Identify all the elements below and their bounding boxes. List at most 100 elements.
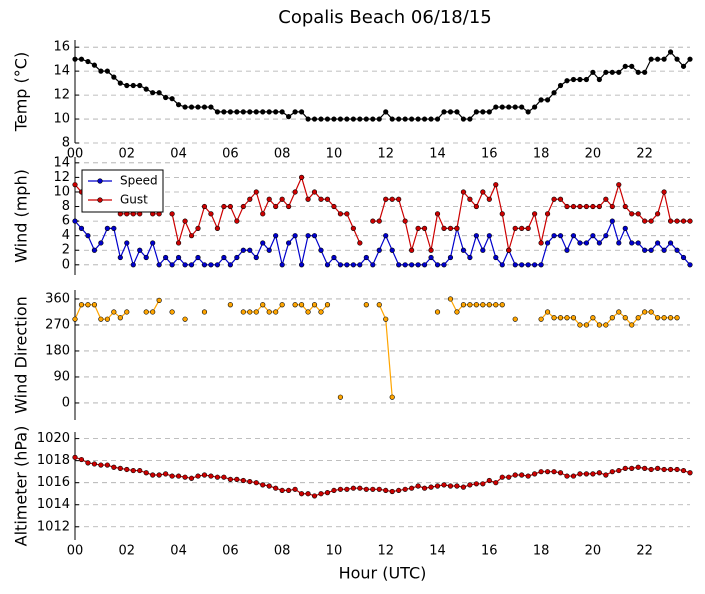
data-point	[577, 76, 583, 83]
data-point	[357, 240, 363, 246]
data-point	[629, 211, 635, 217]
data-point	[175, 102, 182, 108]
data-point	[350, 116, 356, 122]
data-point	[583, 203, 590, 210]
data-point	[428, 254, 434, 261]
x-tick-label: 16	[481, 147, 498, 162]
data-point	[687, 470, 693, 476]
data-point	[305, 491, 311, 497]
data-point	[609, 218, 615, 224]
data-point	[506, 104, 512, 110]
data-point	[525, 262, 531, 268]
data-point	[629, 322, 635, 328]
data-point	[486, 196, 492, 202]
data-point	[648, 218, 654, 224]
data-point	[350, 225, 356, 231]
data-point	[590, 203, 596, 210]
y-tick-label: 12	[53, 170, 70, 185]
data-point	[370, 486, 376, 492]
data-point	[273, 233, 279, 239]
data-point	[447, 225, 454, 231]
data-point	[383, 316, 389, 322]
data-point	[240, 247, 246, 253]
data-point	[72, 218, 78, 224]
data-point	[538, 316, 544, 322]
data-point	[635, 464, 641, 470]
data-point	[661, 247, 667, 253]
data-point	[635, 240, 641, 246]
data-point	[188, 475, 195, 481]
data-point	[434, 116, 441, 122]
data-point	[286, 487, 292, 494]
data-point	[337, 394, 344, 400]
data-point	[499, 474, 505, 480]
data-point	[104, 68, 110, 74]
data-point	[156, 90, 162, 96]
data-point	[273, 203, 279, 210]
y-tick-label: 8	[62, 199, 70, 214]
x-tick-label: 14	[429, 544, 446, 559]
data-point	[376, 218, 382, 224]
data-point	[253, 254, 259, 261]
data-point	[247, 109, 253, 115]
data-point	[655, 465, 661, 471]
data-point	[603, 472, 609, 478]
data-point	[331, 203, 337, 210]
legend-label: Gust	[120, 193, 148, 207]
y-tick-label: 4	[62, 228, 70, 243]
data-point	[616, 240, 622, 246]
data-point	[421, 485, 428, 491]
data-point	[214, 109, 221, 115]
data-point	[642, 309, 648, 315]
data-point	[512, 472, 518, 478]
data-point	[460, 116, 467, 122]
data-point	[163, 254, 169, 261]
data-point	[260, 302, 266, 308]
data-point	[674, 315, 680, 321]
data-point	[532, 104, 538, 110]
data-point	[78, 225, 85, 231]
data-point	[370, 218, 376, 224]
data-point	[214, 225, 221, 231]
data-point	[266, 196, 272, 202]
data-point	[687, 56, 693, 62]
data-point	[150, 90, 156, 96]
y-axis-title: Wind Direction	[12, 296, 31, 414]
data-point	[298, 302, 305, 308]
data-point	[473, 233, 479, 239]
data-point	[538, 97, 544, 103]
data-point	[551, 233, 557, 239]
data-point	[402, 218, 408, 224]
data-point	[441, 262, 447, 268]
data-point	[570, 203, 577, 210]
data-point	[195, 104, 201, 110]
data-point	[169, 309, 175, 315]
data-point	[376, 486, 382, 492]
data-point	[363, 254, 369, 261]
data-point	[150, 309, 156, 315]
data-point	[622, 465, 628, 471]
data-point	[292, 486, 298, 492]
data-point	[655, 211, 661, 217]
data-point	[72, 316, 78, 322]
data-point	[519, 225, 525, 231]
data-point	[298, 491, 305, 497]
data-point	[648, 56, 654, 62]
data-point	[91, 62, 98, 68]
data-point	[635, 69, 641, 75]
data-point	[363, 116, 369, 122]
data-point	[512, 316, 518, 322]
x-axis-title: Hour (UTC)	[339, 564, 427, 583]
y-tick-label: 1020	[37, 431, 70, 446]
data-point	[182, 262, 188, 268]
data-point	[344, 116, 350, 122]
data-point	[273, 109, 279, 115]
data-point	[72, 56, 78, 62]
data-point	[279, 109, 285, 115]
data-point	[629, 63, 635, 69]
data-point	[667, 315, 674, 321]
data-point	[674, 218, 680, 224]
data-point	[648, 309, 654, 315]
legend-label: Speed	[120, 174, 158, 188]
data-point	[622, 63, 628, 69]
